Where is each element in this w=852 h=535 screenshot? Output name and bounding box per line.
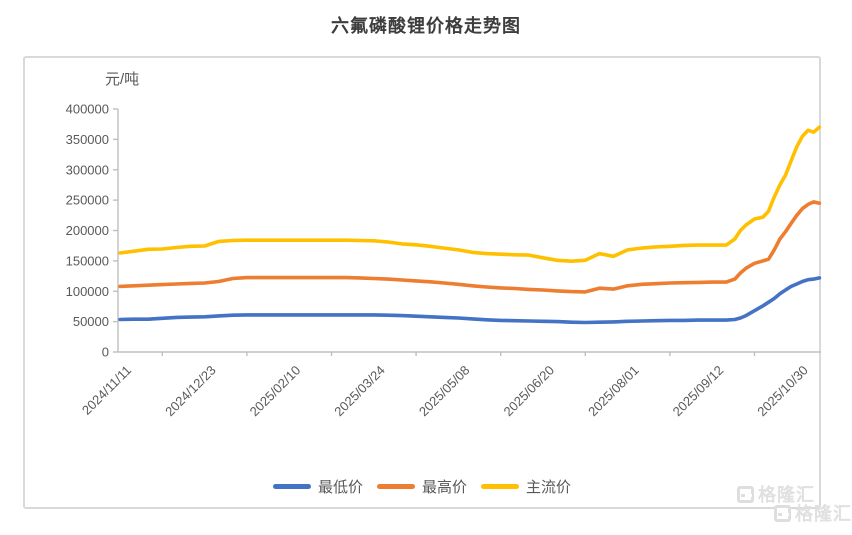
x-axis-tick-label: 2025/10/30 [754, 363, 811, 420]
y-axis-tick-label: 0 [102, 345, 109, 360]
chart-legend: 最低价 最高价 主流价 [25, 476, 819, 497]
gelonghui-watermark-text: 格隆汇 [758, 485, 815, 505]
x-axis-tick-label: 2025/02/10 [247, 363, 304, 420]
legend-item-main-price: 主流价 [481, 476, 571, 497]
x-axis-tick-label: 2024/12/23 [162, 363, 219, 420]
legend-item-min-price: 最低价 [272, 476, 363, 497]
y-axis-tick-label: 300000 [66, 162, 109, 177]
y-axis-tick-label: 250000 [66, 193, 109, 208]
max-price-line-swatch [376, 484, 415, 489]
gelonghui-watermark-text: 格隆汇 [795, 504, 852, 524]
y-axis-tick-label: 100000 [66, 284, 109, 299]
legend-label-min-price: 最低价 [317, 479, 363, 496]
y-axis-tick-label: 350000 [66, 132, 109, 147]
y-axis-tick-label: 50000 [73, 314, 109, 329]
legend-label-main-price: 主流价 [526, 479, 572, 496]
gelonghui-watermark: 格隆汇 [774, 500, 852, 526]
max-price-line [118, 200, 822, 294]
x-axis-tick-label: 2025/06/20 [500, 363, 557, 420]
y-axis-tick-label: 150000 [66, 253, 109, 268]
y-axis-unit-label: 元/吨 [105, 71, 140, 88]
x-axis-tick-label: 2024/11/11 [79, 363, 134, 418]
y-axis-tick-label: 200000 [66, 223, 109, 238]
x-axis-tick-label: 2025/08/01 [585, 363, 642, 420]
min-price-line [118, 276, 822, 325]
x-axis-tick-label: 2025/03/24 [331, 363, 388, 420]
x-axis-tick-label: 2025/05/08 [416, 363, 473, 420]
gelonghui-watermark: 格隆汇 [737, 481, 815, 507]
gelonghui-logo-icon [737, 485, 754, 503]
chart-box: 元/吨 0 50000 100000 150000 200000 250000 300000… [23, 56, 822, 509]
y-axis-tick-label: 400000 [66, 102, 109, 117]
x-axis-tick-label: 2025/09/12 [670, 363, 727, 420]
price-trend-plot: 0 50000 100000 150000 200000 250000 300000 3500… [66, 102, 822, 420]
gelonghui-logo-icon [774, 504, 791, 522]
main-price-line [118, 125, 822, 263]
min-price-line-swatch [272, 484, 311, 489]
main-price-line-swatch [481, 484, 519, 489]
legend-label-max-price: 最高价 [421, 479, 467, 496]
chart-title: 六氟磷酸锂价格走势图 [331, 16, 521, 36]
legend-item-max-price: 最高价 [376, 476, 467, 497]
